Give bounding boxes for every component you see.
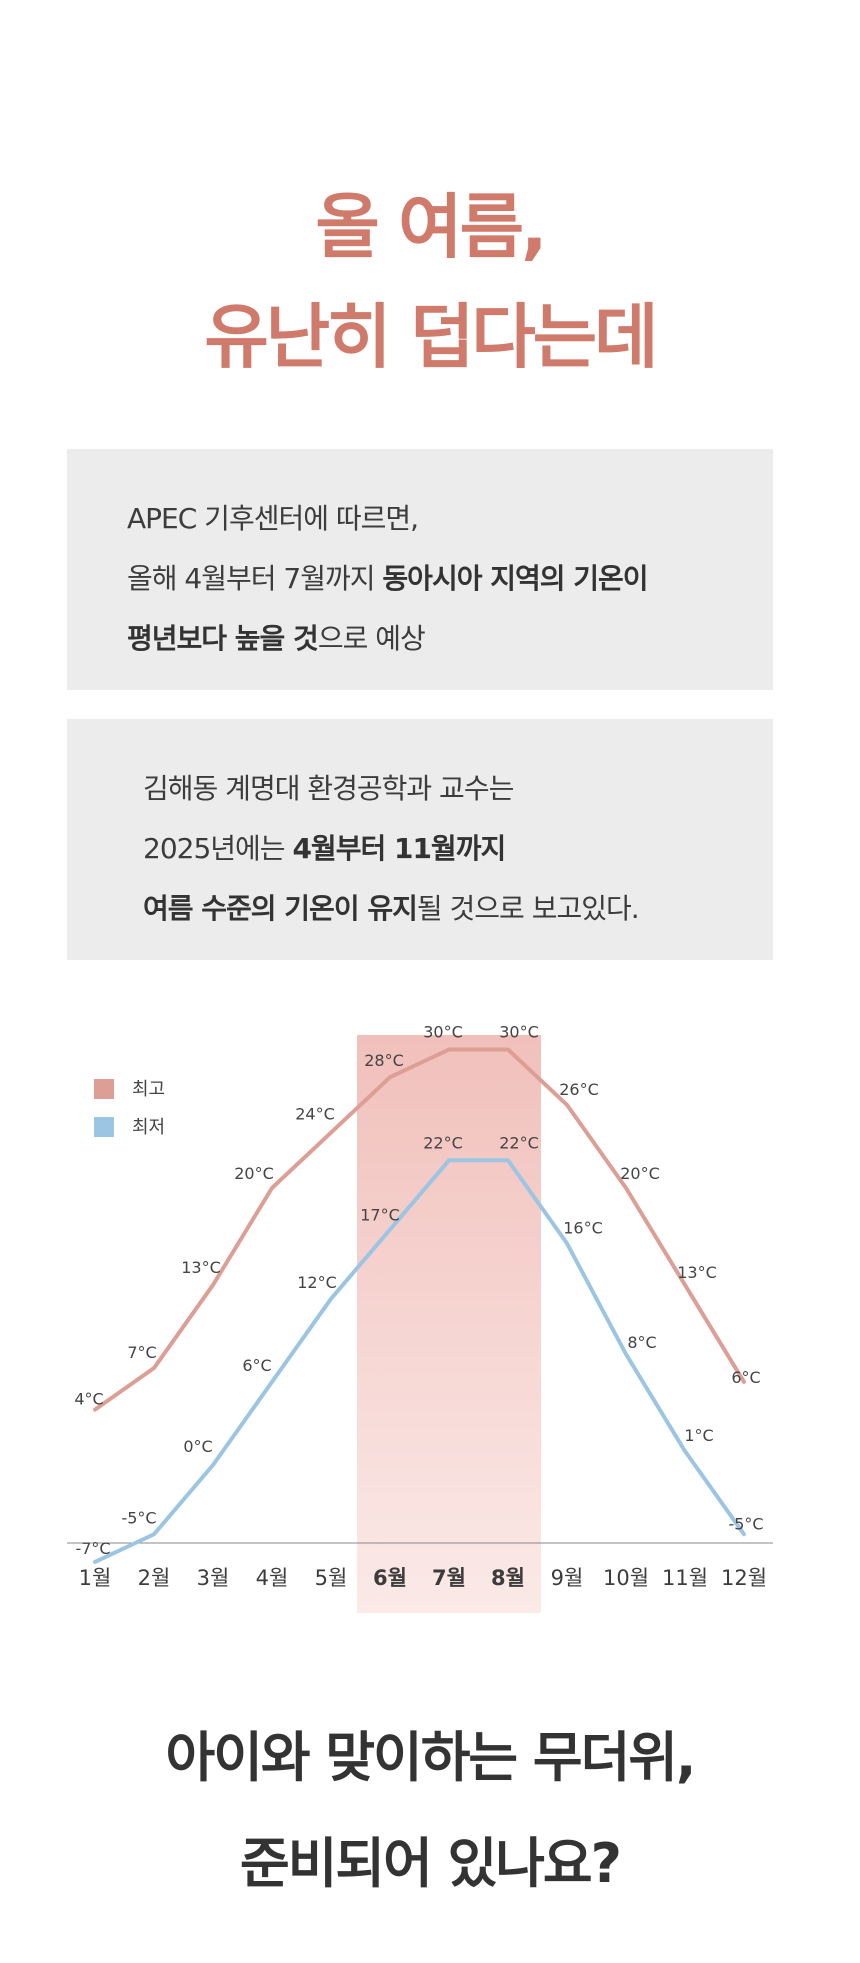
apec-line-3-text: 으로 예상: [317, 622, 426, 655]
temperature-chart: 1월 2월 3월 4월 5월 6월 7월 8월 9월 10월 11월 12월 4°C 7°C 13°C 20°…: [67, 1023, 773, 1613]
x-tick-8: 8월: [491, 1566, 525, 1590]
closing-line-2: 준비되어 있나요?: [240, 1832, 622, 1895]
data-label-max-5: 24°C: [295, 1105, 335, 1124]
headline: 올 여름, 유난히 덥다는데: [0, 172, 860, 392]
data-label-max-10: 20°C: [620, 1164, 660, 1183]
professor-quote-box: 김해동 계명대 환경공학과 교수는 2025년에는 4월부터 11월까지 여름 …: [67, 719, 773, 960]
legend-swatch-max: [94, 1079, 114, 1099]
x-tick-12: 12월: [721, 1566, 767, 1590]
quote-line-1: 김해동 계명대 환경공학과 교수는: [143, 772, 514, 805]
x-tick-7: 7월: [432, 1566, 466, 1590]
x-tick-6: 6월: [373, 1566, 407, 1590]
x-tick-4: 4월: [256, 1566, 289, 1590]
data-label-max-2: 7°C: [127, 1343, 156, 1362]
data-label-max-8: 30°C: [499, 1023, 539, 1042]
x-tick-5: 5월: [315, 1566, 348, 1590]
quote-line-2-text: 2025년에는: [143, 832, 293, 865]
quote-line-3: 여름 수준의 기온이 유지될 것으로 보고있다.: [143, 879, 773, 939]
data-label-min-7: 22°C: [423, 1133, 463, 1152]
data-label-max-3: 13°C: [181, 1258, 221, 1277]
headline-line-2: 유난히 덥다는데: [204, 296, 658, 378]
data-label-max-1: 4°C: [74, 1390, 103, 1409]
data-label-max-4: 20°C: [234, 1164, 274, 1183]
apec-line-2: 올해 4월부터 7월까지 동아시아 지역의 기온이: [127, 549, 773, 609]
data-label-min-5: 12°C: [297, 1273, 337, 1292]
x-tick-10: 10월: [603, 1566, 649, 1590]
data-label-min-3: 0°C: [183, 1437, 212, 1456]
x-tick-1: 1월: [79, 1566, 112, 1590]
data-label-max-7: 30°C: [423, 1023, 463, 1042]
data-label-min-11: 1°C: [684, 1426, 713, 1445]
data-label-min-12: -5°C: [728, 1514, 763, 1533]
legend-swatch-min: [94, 1117, 114, 1137]
closing-question: 아이와 맞이하는 무더위, 준비되어 있나요?: [0, 1705, 860, 1917]
apec-line-3: 평년보다 높을 것으로 예상: [127, 609, 773, 669]
quote-line-2-emphasis: 4월부터 11월까지: [292, 832, 506, 865]
x-tick-11: 11월: [662, 1566, 708, 1590]
quote-line-2: 2025년에는 4월부터 11월까지: [143, 819, 773, 879]
summer-highlight-band: [357, 1035, 541, 1613]
data-label-max-9: 26°C: [559, 1080, 599, 1099]
data-label-min-10: 8°C: [627, 1333, 656, 1352]
apec-line-2-text: 올해 4월부터 7월까지: [127, 562, 383, 595]
x-tick-3: 3월: [197, 1566, 230, 1590]
series-line-min: [93, 1158, 746, 1564]
data-label-min-1: -7°C: [75, 1539, 110, 1558]
data-label-max-12: 6°C: [731, 1368, 760, 1387]
apec-forecast-box: APEC 기후센터에 따르면, 올해 4월부터 7월까지 동아시아 지역의 기온…: [67, 449, 773, 690]
quote-line-3-emphasis: 여름 수준의 기온이 유지: [143, 892, 418, 925]
headline-line-1: 올 여름,: [315, 186, 547, 268]
apec-line-1: APEC 기후센터에 따르면,: [127, 502, 419, 535]
apec-line-3-emphasis: 평년보다 높을 것: [127, 622, 319, 655]
series-line-max: [93, 1047, 746, 1412]
legend-label-min: 최저: [132, 1117, 165, 1138]
data-label-min-2: -5°C: [121, 1508, 156, 1527]
x-tick-2: 2월: [138, 1566, 171, 1590]
closing-line-1: 아이와 맞이하는 무더위,: [165, 1726, 697, 1789]
quote-line-3-text: 될 것으로 보고있다.: [416, 892, 640, 925]
data-label-min-8: 22°C: [499, 1133, 539, 1152]
data-label-min-4: 6°C: [242, 1356, 271, 1375]
apec-line-2-emphasis: 동아시아 지역의 기온이: [382, 562, 648, 595]
data-label-max-6: 28°C: [364, 1051, 404, 1070]
data-label-min-9: 16°C: [563, 1218, 603, 1237]
data-label-max-11: 13°C: [677, 1263, 717, 1282]
legend-label-max: 최고: [132, 1079, 165, 1100]
data-label-min-6: 17°C: [360, 1206, 400, 1225]
x-tick-9: 9월: [551, 1566, 584, 1590]
